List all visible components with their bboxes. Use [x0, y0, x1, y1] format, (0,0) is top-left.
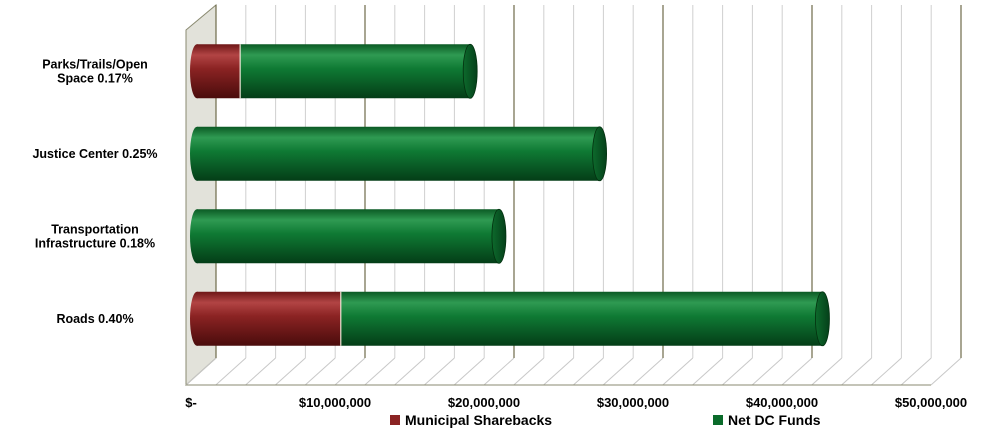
chart-labels: Parks/Trails/Open Space 0.17% Justice Cent…: [32, 57, 967, 410]
legend-label: Net DC Funds: [728, 412, 821, 428]
floor-gridline: [930, 357, 962, 386]
floor-gridline: [215, 357, 247, 386]
floor-gridline: [781, 357, 813, 386]
floor-gridline: [751, 357, 783, 386]
bar-segment-municipal-sharebacks: [197, 44, 241, 99]
bar-group: [190, 208, 507, 264]
floor-gridline: [871, 357, 902, 386]
bar-segment-municipal-sharebacks: [197, 291, 341, 346]
chart-bars: [190, 43, 830, 347]
floor-gridline: [334, 357, 366, 386]
floor-gridline: [185, 357, 217, 386]
floor-gridline: [900, 357, 932, 386]
bar-group: [190, 291, 830, 347]
floor-gridline: [483, 357, 515, 386]
bar-right-cap: [592, 126, 607, 182]
legend-item: Municipal Sharebacks: [390, 412, 552, 428]
bar-right-cap: [815, 291, 830, 347]
bar-right-cap: [491, 208, 507, 264]
legend-swatch: [713, 415, 723, 425]
floor-gridline: [602, 357, 634, 386]
floor-gridline: [573, 357, 604, 386]
x-tick-label: $-: [185, 395, 197, 410]
x-tick-label: $20,000,000: [448, 395, 520, 410]
legend-swatch: [390, 415, 400, 425]
x-tick-label: $30,000,000: [597, 395, 669, 410]
floor-gridline: [811, 357, 843, 386]
bar-group: [190, 43, 478, 99]
category-label: Parks/Trails/Open Space 0.17%: [42, 57, 148, 85]
bar-segment-net-dc-funds: [340, 291, 823, 346]
floor-gridline: [513, 357, 545, 386]
x-tick-label: $10,000,000: [299, 395, 371, 410]
floor-gridline: [275, 357, 306, 386]
bar-segment-net-dc-funds: [197, 209, 499, 264]
chart-legend: Municipal Sharebacks Net DC Funds: [390, 412, 821, 428]
legend-label: Municipal Sharebacks: [405, 412, 552, 428]
floor-gridline: [632, 357, 664, 386]
floor-gridline: [364, 357, 396, 386]
category-label: Justice Center 0.25%: [32, 147, 157, 161]
floor-gridline: [692, 357, 723, 386]
bar-segment-net-dc-funds: [240, 44, 471, 99]
category-label: Transportation Infrastructure 0.18%: [35, 222, 155, 250]
floor-gridline: [543, 357, 574, 386]
bar-group: [190, 126, 607, 182]
floor-gridline: [304, 357, 336, 386]
floor-gridline: [424, 357, 455, 386]
x-tick-label: $40,000,000: [746, 395, 818, 410]
floor-gridline: [453, 357, 485, 386]
floor-gridline: [841, 357, 872, 386]
legend-item: Net DC Funds: [713, 412, 821, 428]
bar-segment-net-dc-funds: [197, 126, 600, 181]
floor-gridline: [245, 357, 276, 386]
category-label: Roads 0.40%: [56, 312, 133, 326]
bar-right-cap: [462, 43, 478, 99]
floor-gridline: [662, 357, 694, 386]
floor-gridline: [722, 357, 753, 386]
floor-gridline: [394, 357, 425, 386]
x-tick-label: $50,000,000: [895, 395, 967, 410]
